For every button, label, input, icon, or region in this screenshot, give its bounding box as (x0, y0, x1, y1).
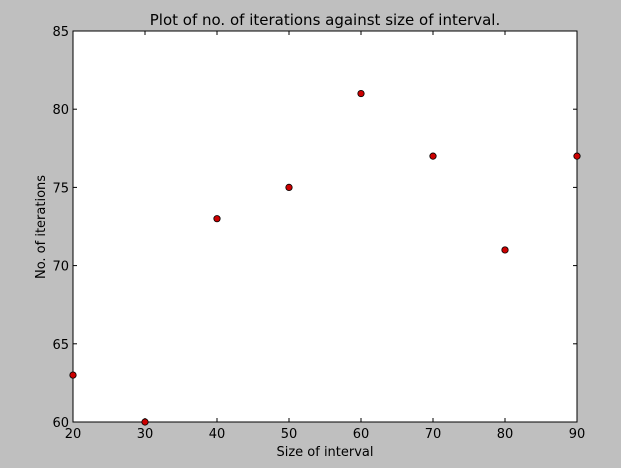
x-tick-label: 70 (425, 427, 442, 442)
chart-title: Plot of no. of iterations against size o… (150, 11, 500, 29)
data-point (501, 246, 509, 254)
x-tick-label: 20 (65, 427, 82, 442)
axes-frame (72, 30, 578, 423)
x-axis-label: Size of interval (276, 445, 373, 460)
x-tick-label: 60 (353, 427, 370, 442)
data-point (69, 371, 77, 379)
data-point (141, 418, 149, 426)
data-point (285, 183, 293, 191)
y-tick-label: 60 (52, 416, 69, 431)
data-point (429, 152, 437, 160)
x-tick-label: 40 (209, 427, 226, 442)
y-tick-label: 85 (52, 25, 69, 40)
data-point (213, 215, 221, 223)
y-tick-labels: 60 65 70 75 80 85 (52, 25, 69, 431)
y-tick-label: 75 (52, 181, 69, 196)
plot-area (73, 31, 577, 422)
x-tick-label: 30 (137, 427, 154, 442)
x-tick-labels: 20 30 40 50 60 70 80 90 (65, 427, 586, 442)
x-tick-label: 90 (569, 427, 586, 442)
x-tick-label: 50 (281, 427, 298, 442)
y-axis-label: No. of iterations (34, 175, 49, 279)
y-tick-label: 80 (52, 103, 69, 118)
data-points (69, 89, 581, 426)
data-point (573, 152, 581, 160)
data-point (357, 89, 365, 98)
y-tick-label: 70 (52, 260, 69, 275)
y-tick-label: 65 (52, 338, 69, 353)
x-tick-label: 80 (497, 427, 514, 442)
